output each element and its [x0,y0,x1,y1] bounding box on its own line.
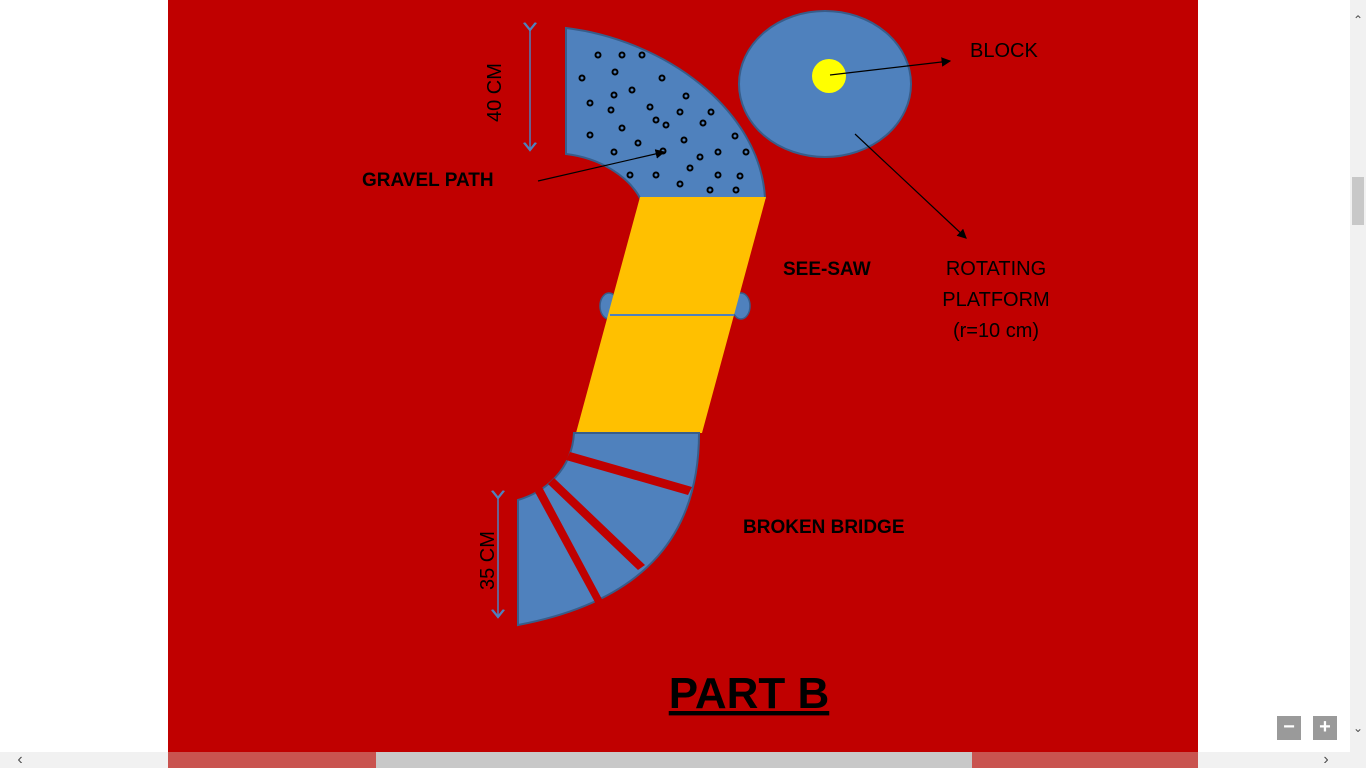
zoom-in-button[interactable]: + [1313,716,1337,740]
horizontal-scroll-thumb[interactable] [376,752,972,768]
scroll-track-left [168,752,376,768]
zoom-out-button[interactable]: − [1277,716,1301,740]
dimension-label-top: 40 CM [484,63,506,122]
scroll-left-icon[interactable]: ‹ [17,751,23,768]
horizontal-scrollbar[interactable]: ‹ › [0,752,1350,768]
scroll-right-icon[interactable]: › [1323,751,1329,768]
gravel-arrow [537,149,666,182]
bridge-gaps [535,452,692,606]
scroll-track-right [972,752,1198,768]
rotating-platform-label-2: PLATFORM [942,289,1049,311]
rotating-platform-label-3: (r=10 cm) [953,320,1039,342]
seesaw-label: SEE-SAW [783,259,871,280]
block-arrow [829,57,952,76]
vertical-scrollbar[interactable]: ⌃ ⌄ [1350,0,1366,768]
gravel-path-label: GRAVEL PATH [362,170,494,191]
block-shape [812,59,846,93]
part-title: PART B [669,669,830,718]
gravel-dots [578,51,750,194]
broken-bridge-shape [517,432,701,627]
obstacle-course-diagram: BLOCK GRAVEL PATH SEE-SAW ROTATING PLATF… [362,10,1050,718]
rotating-platform-label-1: ROTATING [946,258,1046,280]
scroll-up-icon[interactable]: ⌃ [1352,13,1364,27]
block-label: BLOCK [970,40,1038,62]
dimension-label-bottom: 35 CM [477,531,499,590]
platform-arrow [854,133,967,239]
scroll-down-icon[interactable]: ⌄ [1352,721,1364,735]
vertical-scroll-thumb[interactable] [1352,177,1364,225]
broken-bridge-label: BROKEN BRIDGE [743,517,905,538]
